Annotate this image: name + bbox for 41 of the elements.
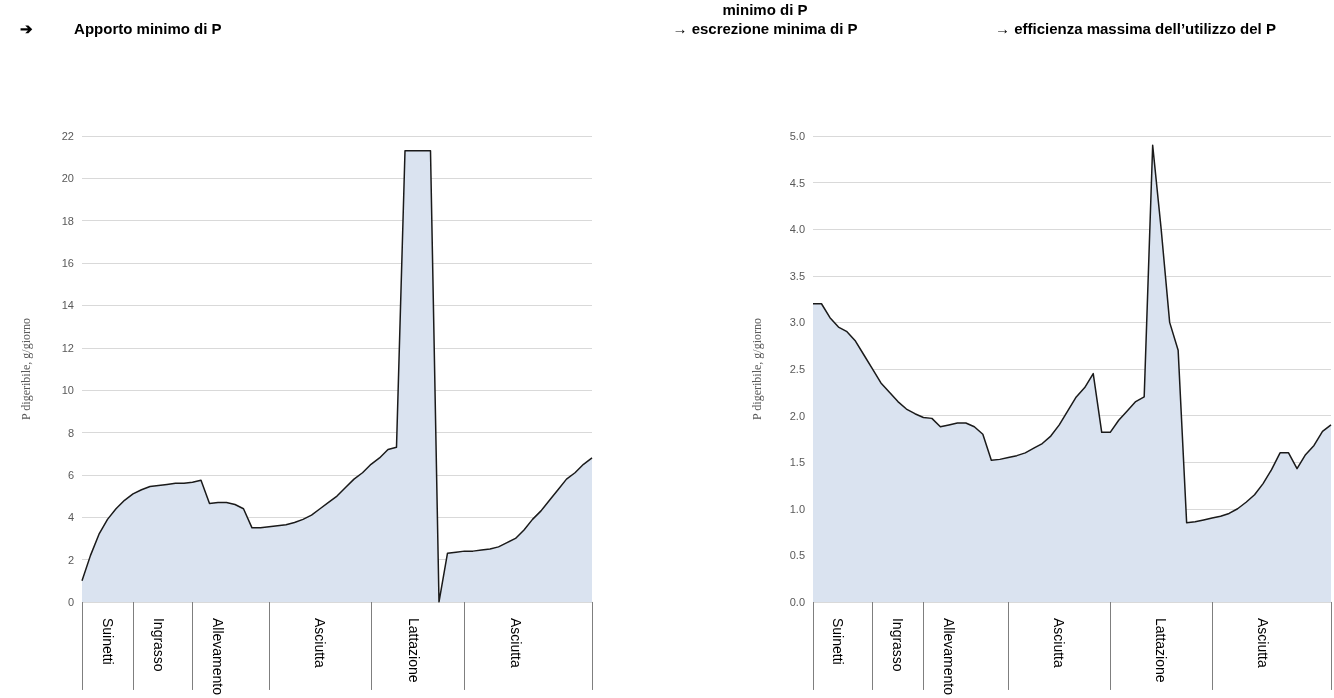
x-tick-label: Ingrasso xyxy=(150,617,167,672)
y-tick-label: 3.0 xyxy=(789,316,805,329)
y-tick-label: 2.5 xyxy=(789,362,805,375)
y-tick-label: 3.5 xyxy=(789,269,805,282)
y-tick-label: 0.5 xyxy=(789,549,805,562)
y-tick-label: 2 xyxy=(67,553,74,566)
y-tick-label: 16 xyxy=(61,257,74,270)
chart-title: → efficienza massima dell’utilizzo del P xyxy=(995,20,1276,37)
y-axis-title: P digeribile, g/giorno xyxy=(19,318,33,420)
x-tick-label: Allevamento xyxy=(210,617,226,696)
y-tick-label: 18 xyxy=(61,214,74,227)
y-tick-label: 20 xyxy=(61,172,74,185)
y-tick-label: 8 xyxy=(67,426,74,439)
y-tick-label: 2.0 xyxy=(789,409,805,422)
text: minimo di P xyxy=(721,0,809,19)
y-tick-label: 14 xyxy=(61,299,74,312)
y-tick-label: 0 xyxy=(67,595,74,608)
x-tick-label: Asciutta xyxy=(507,617,524,668)
chart-title: ➔ Apporto minimo di P xyxy=(20,20,222,37)
y-tick-label: 12 xyxy=(61,341,74,354)
y-tick-label: 0.0 xyxy=(789,595,805,608)
x-tick-label: Suinetti xyxy=(830,617,847,665)
x-tick-label: Ingrasso xyxy=(889,617,906,672)
x-tick-label: Asciutta xyxy=(312,617,328,668)
y-tick-label: 4.5 xyxy=(789,176,805,189)
y-tick-label: 1.5 xyxy=(789,456,805,469)
x-tick-label: Lattazione xyxy=(1153,617,1170,683)
x-tick-label: Allevamento xyxy=(940,617,957,696)
x-tick-label: Lattazione xyxy=(405,617,422,683)
y-tick-label: 4 xyxy=(67,511,74,524)
x-tick-label: Asciutta xyxy=(1051,617,1068,668)
x-tick-label: Suinetti xyxy=(99,617,116,665)
y-tick-label: 5.0 xyxy=(789,130,805,142)
y-tick-label: 1.0 xyxy=(789,502,805,515)
y-axis-title: P digeribile, g/giorno xyxy=(750,318,764,420)
y-tick-label: 4.0 xyxy=(789,223,805,236)
y-tick-label: 22 xyxy=(61,130,74,142)
x-tick-label: Asciutta xyxy=(1255,617,1272,668)
y-tick-label: 6 xyxy=(67,468,74,481)
text: → escrezione minima di P xyxy=(671,19,859,38)
y-tick-label: 10 xyxy=(61,384,74,397)
